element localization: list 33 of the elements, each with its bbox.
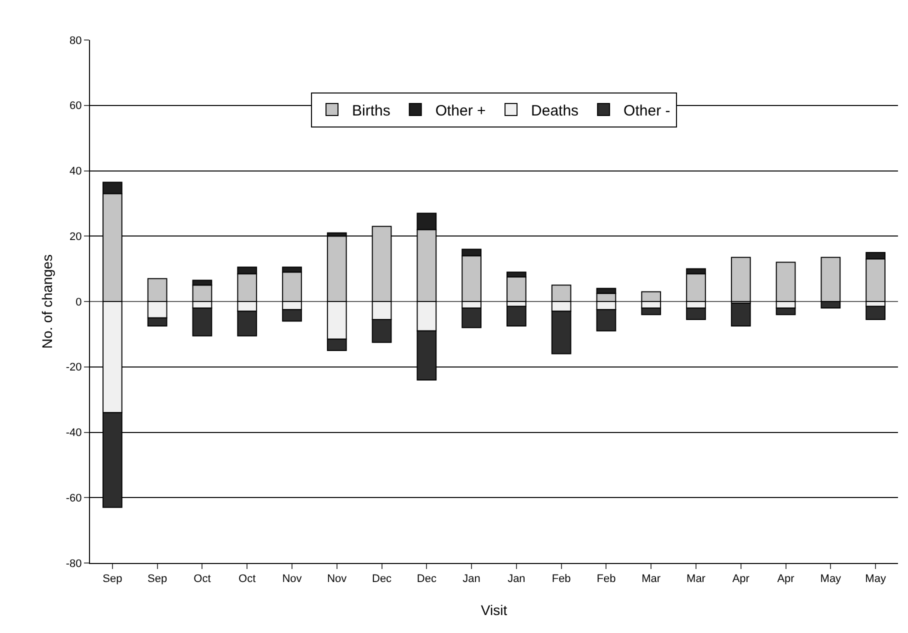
x-tick-label: Apr (732, 573, 750, 586)
x-tick-label: Nov (327, 573, 348, 586)
x-tick-label: Jan (462, 573, 480, 586)
y-tick-label: 60 (70, 100, 82, 112)
legend-label: Deaths (531, 102, 579, 120)
x-tick-label: Dec (372, 573, 392, 586)
x-axis-title: Visit (480, 602, 508, 618)
x-tick-label: Feb (552, 573, 571, 586)
y-tick-label: -60 (66, 492, 82, 504)
x-tick-label: Mar (642, 573, 661, 586)
x-tick-label: Apr (777, 573, 795, 586)
x-tick-label: Sep (148, 573, 168, 586)
y-tick-label: -80 (66, 558, 82, 570)
x-tick-label: Dec (416, 573, 437, 586)
y-tick-label: 0 (76, 296, 82, 308)
x-tick-label: Oct (194, 573, 211, 586)
y-tick-label: 20 (70, 230, 82, 243)
legend-label: Other - (624, 102, 670, 120)
legend-label: Other + (435, 102, 486, 120)
y-tick-label: -20 (66, 362, 82, 374)
legend-label: Births (352, 102, 390, 120)
x-tick-label: Oct (238, 573, 256, 586)
x-tick-label: Sep (102, 573, 122, 586)
x-tick-label: Feb (596, 573, 616, 586)
y-tick-label: 40 (70, 166, 82, 178)
y-axis-title: No. of changes (39, 254, 55, 349)
x-tick-label: Nov (282, 573, 302, 586)
x-tick-label: Jan (508, 573, 526, 586)
x-tick-label: Mar (686, 573, 706, 586)
y-tick-label: 80 (70, 34, 82, 47)
x-tick-label: May (820, 573, 842, 586)
y-tick-label: -40 (66, 427, 82, 440)
x-tick-label: May (865, 573, 886, 586)
